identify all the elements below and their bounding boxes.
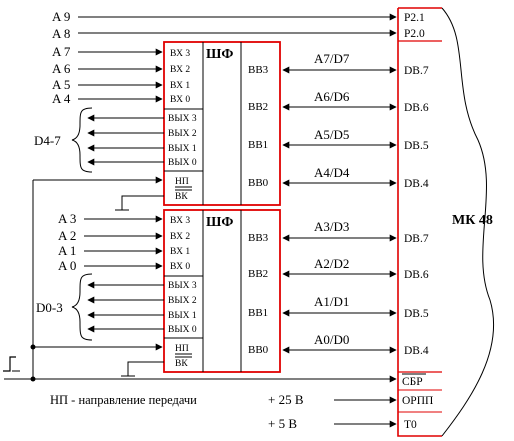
chip-lower-pin-out0: ВЫХ 0 [168, 325, 197, 335]
chip-lower-bb0: ВВ0 [248, 344, 269, 356]
chip-lower-bb3: ВВ3 [248, 232, 269, 244]
mcu-outline-wavy [441, 7, 495, 437]
chip-upper-bb1: ВВ1 [248, 139, 268, 151]
input-label-a9: A 9 [52, 9, 70, 24]
chip-lower-pin-in3: ВХ 3 [170, 216, 190, 226]
pin-db-l7: DB.7 [404, 233, 429, 245]
pin-db-l6: DB.6 [404, 269, 429, 281]
chip-lower-bb1: ВВ1 [248, 307, 268, 319]
chip-lower-title: ШФ [206, 215, 233, 230]
mcu-name: МК 48 [452, 213, 493, 228]
bus-lower-label-3: A3/D3 [314, 219, 349, 234]
mcu-block: МК 48 [397, 7, 495, 437]
bus-upper-label-0: A4/D4 [314, 165, 350, 180]
chip-upper-input-a6: A 6 [52, 61, 71, 76]
supply-lines: НП - направление передачи + 25 В + 5 В О… [50, 392, 433, 431]
chip-upper-pin-in2: ВХ 2 [170, 65, 190, 75]
chip-lower-pin-out2: ВЫХ 2 [168, 296, 197, 306]
bus-lower-label-0: A0/D0 [314, 332, 349, 347]
chip-upper-pin-in0: ВХ 0 [170, 95, 190, 105]
chip-upper-title: ШФ [206, 47, 233, 62]
pin-p20: P2.0 [404, 28, 425, 40]
reset-junction [30, 376, 36, 382]
pin-db-u7: DB.7 [404, 65, 429, 77]
bus-lower-label-1: A1/D1 [314, 294, 349, 309]
top-inputs: A 9 A 8 P2.1 P2.0 [52, 9, 425, 41]
chip-lower-pin-out1: ВЫХ 1 [168, 311, 197, 321]
reset-circuit: СБР [3, 180, 426, 388]
chip-lower-pin-np: НП [175, 344, 189, 354]
chip-lower-pin-in0: ВХ 0 [170, 262, 190, 272]
chip-lower-out-brace [71, 273, 93, 341]
bus-upper-label-1: A5/D5 [314, 127, 349, 142]
pin-sbr: СБР [402, 376, 423, 388]
bus-upper-label-2: A6/D6 [314, 89, 350, 104]
pin-db-u6: DB.6 [404, 102, 429, 114]
chip-upper-pin-in1: ВХ 1 [170, 81, 190, 91]
chip-upper-bb3: ВВ3 [248, 64, 269, 76]
chip-upper-pin-out2: ВЫХ 2 [168, 129, 197, 139]
chip-lower-outline [163, 209, 281, 373]
chip-lower-input-a2: A 2 [58, 228, 76, 243]
pin-db-l4: DB.4 [404, 345, 429, 357]
pin-db-u4: DB.4 [404, 178, 429, 190]
chip-lower-pin-vk: ВК [175, 359, 188, 369]
reset-switch [3, 356, 16, 372]
pin-db-u5: DB.5 [404, 140, 429, 152]
chip-upper-pin-out3: ВЫХ 3 [168, 114, 197, 124]
chip-upper-pin-np: НП [175, 177, 189, 187]
chip-upper-input-a7: A 7 [52, 44, 71, 59]
wire-vk-upper-ground [121, 195, 164, 210]
chip-lower-input-a1: A 1 [58, 243, 76, 258]
chip-upper-pin-vk: ВК [175, 192, 188, 202]
supply-25v: + 25 В [268, 392, 304, 407]
chip-lower-pin-in1: ВХ 1 [170, 247, 190, 257]
pin-db-l5: DB.5 [404, 308, 429, 320]
chip-upper: ШФ A 7 A 6 A 5 A 4 ВХ 3 ВХ 2 ВХ 1 ВХ 0 В… [33, 41, 429, 211]
chip-upper-out-brace [71, 107, 93, 173]
chip-upper-outline [163, 41, 281, 206]
chip-lower-out-group: D0-3 [36, 300, 63, 315]
chip-upper-out-group: D4-7 [34, 133, 61, 148]
chip-upper-pin-in3: ВХ 3 [170, 49, 190, 59]
mcu-outline [397, 8, 442, 437]
chip-lower-input-a3: A 3 [58, 211, 76, 226]
bus-lower-label-2: A2/D2 [314, 256, 349, 271]
note-direction: НП - направление передачи [50, 393, 197, 407]
chip-lower-input-a0: A 0 [58, 258, 76, 273]
bus-upper-label-3: A7/D7 [314, 51, 350, 66]
chip-lower: ШФ A 3 A 2 A 1 A 0 ВХ 3 ВХ 2 ВХ 1 ВХ 0 В… [33, 209, 429, 377]
chip-lower-pin-in2: ВХ 2 [170, 232, 190, 242]
input-label-a8: A 8 [52, 26, 70, 41]
chip-upper-pin-out0: ВЫХ 0 [168, 158, 197, 168]
chip-lower-pin-out3: ВЫХ 3 [168, 281, 197, 291]
pin-orpp: ОРПП [402, 395, 433, 407]
wire-vk-lower-ground [127, 361, 164, 376]
pin-p21: P2.1 [404, 12, 425, 24]
np-junction [30, 344, 36, 350]
chip-upper-input-a5: A 5 [52, 77, 70, 92]
pin-t0: T0 [404, 419, 417, 431]
chip-lower-bb2: ВВ2 [248, 268, 268, 280]
chip-upper-bb0: ВВ0 [248, 177, 269, 189]
chip-upper-input-a4: A 4 [52, 91, 71, 106]
supply-5v: + 5 В [268, 416, 297, 431]
chip-upper-pin-out1: ВЫХ 1 [168, 144, 197, 154]
chip-upper-bb2: ВВ2 [248, 101, 268, 113]
